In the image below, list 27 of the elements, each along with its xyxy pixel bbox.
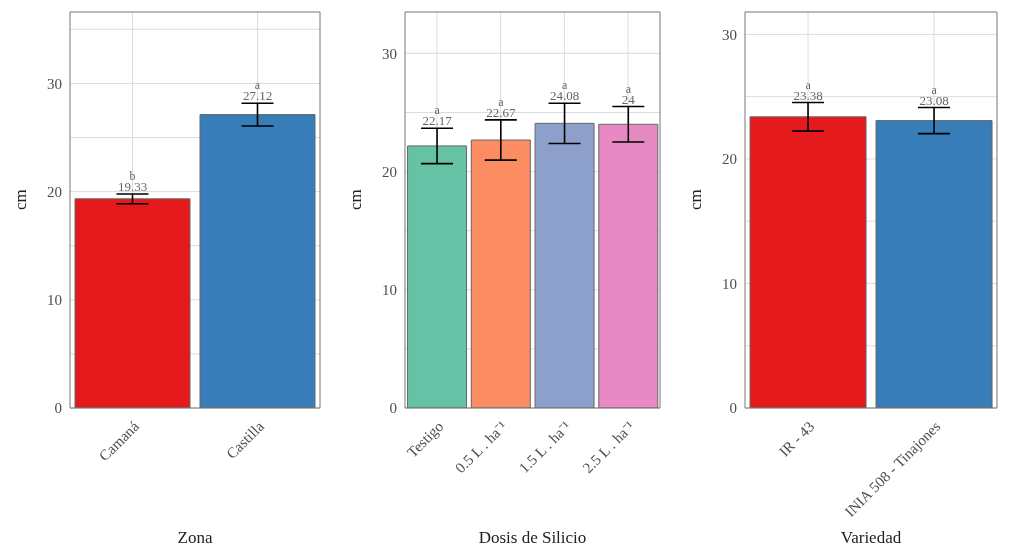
y-axis-title: cm: [686, 189, 706, 210]
y-tick-label: 0: [729, 400, 737, 417]
y-tick-label: 20: [382, 163, 397, 180]
y-tick-label: 10: [722, 275, 737, 292]
y-tick-label: 10: [47, 292, 62, 309]
x-tick-label: 1.5 L . ha⁻¹: [515, 418, 574, 477]
x-axis-title: Dosis de Silicio: [478, 528, 587, 547]
annotation: a: [805, 77, 812, 92]
annotation: a: [498, 94, 505, 109]
y-tick-label: 30: [722, 26, 737, 43]
y-tick-label: 20: [47, 183, 62, 200]
y-tick-label: 20: [722, 151, 737, 168]
x-tick-label: 0.5 L . ha⁻¹: [452, 418, 511, 477]
y-tick-label: 30: [382, 45, 397, 62]
y-tick-label: 0: [54, 400, 62, 417]
y-tick-label: 30: [47, 75, 62, 92]
x-tick-label: 2.5 L . ha⁻¹: [579, 418, 638, 477]
y-axis-title: cm: [11, 189, 31, 210]
y-axis-title: cm: [346, 189, 366, 210]
annotation: a: [931, 82, 938, 97]
annotation: a: [625, 81, 632, 96]
annotation: b: [129, 168, 136, 183]
x-axis-title: Zona: [177, 528, 213, 547]
y-tick-label: 10: [382, 282, 397, 299]
x-tick-label: IR - 43: [776, 418, 818, 460]
x-axis-title: Variedad: [840, 528, 902, 547]
y-tick-label: 0: [389, 400, 397, 417]
